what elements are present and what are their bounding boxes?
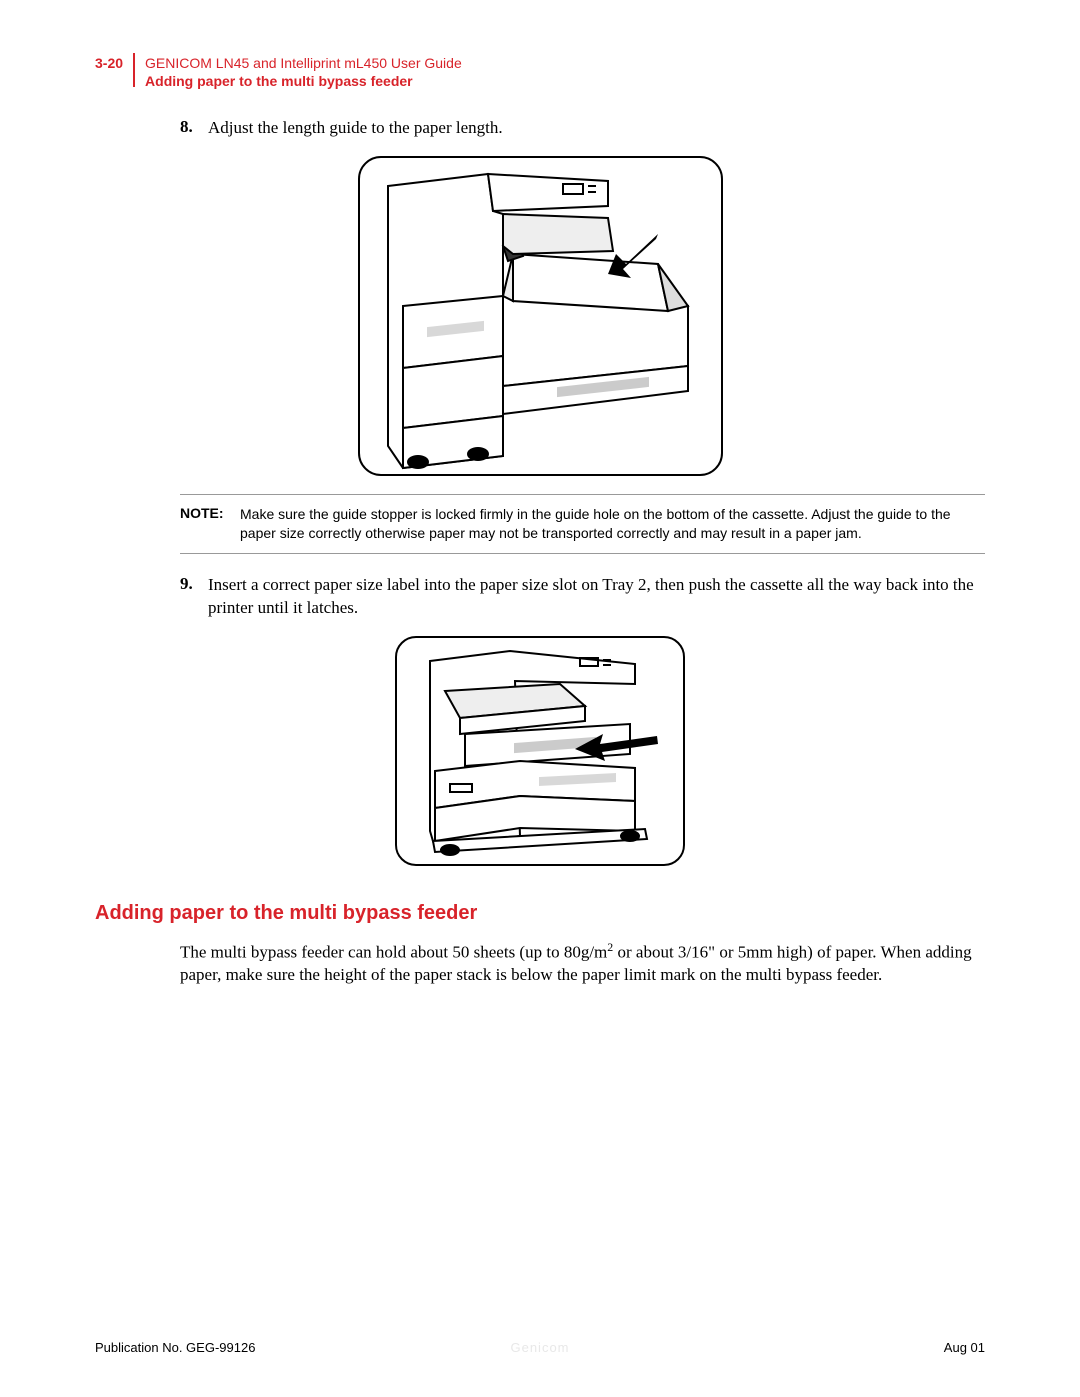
section-title: Adding paper to the multi bypass feeder (95, 902, 985, 925)
step-number: 9. (180, 574, 208, 620)
body-pre: The multi bypass feeder can hold about 5… (180, 942, 607, 961)
guide-title: GENICOM LN45 and Intelliprint mL450 User… (145, 55, 462, 71)
note-text: Make sure the guide stopper is locked fi… (240, 505, 985, 543)
header-subsection: Adding paper to the multi bypass feeder (145, 73, 462, 89)
step-number: 8. (180, 117, 208, 140)
figure-tray-open (95, 156, 985, 476)
step-9: 9. Insert a correct paper size label int… (180, 574, 985, 620)
page-number: 3-20 (95, 55, 133, 71)
page-header: 3-20 GENICOM LN45 and Intelliprint mL450… (95, 55, 985, 89)
step-text: Adjust the length guide to the paper len… (208, 117, 985, 140)
footer-watermark: Genicom (510, 1340, 569, 1355)
header-divider (133, 53, 135, 87)
footer-publication: Publication No. GEG-99126 (95, 1340, 255, 1355)
note-label: NOTE: (180, 505, 240, 543)
page-footer: Publication No. GEG-99126 Genicom Aug 01 (95, 1340, 985, 1355)
section-body: The multi bypass feeder can hold about 5… (180, 939, 985, 988)
step-text: Insert a correct paper size label into t… (208, 574, 985, 620)
step-8: 8. Adjust the length guide to the paper … (180, 117, 985, 140)
figure-tray-push (95, 636, 985, 866)
note-block: NOTE: Make sure the guide stopper is loc… (180, 494, 985, 554)
footer-date: Aug 01 (944, 1340, 985, 1355)
